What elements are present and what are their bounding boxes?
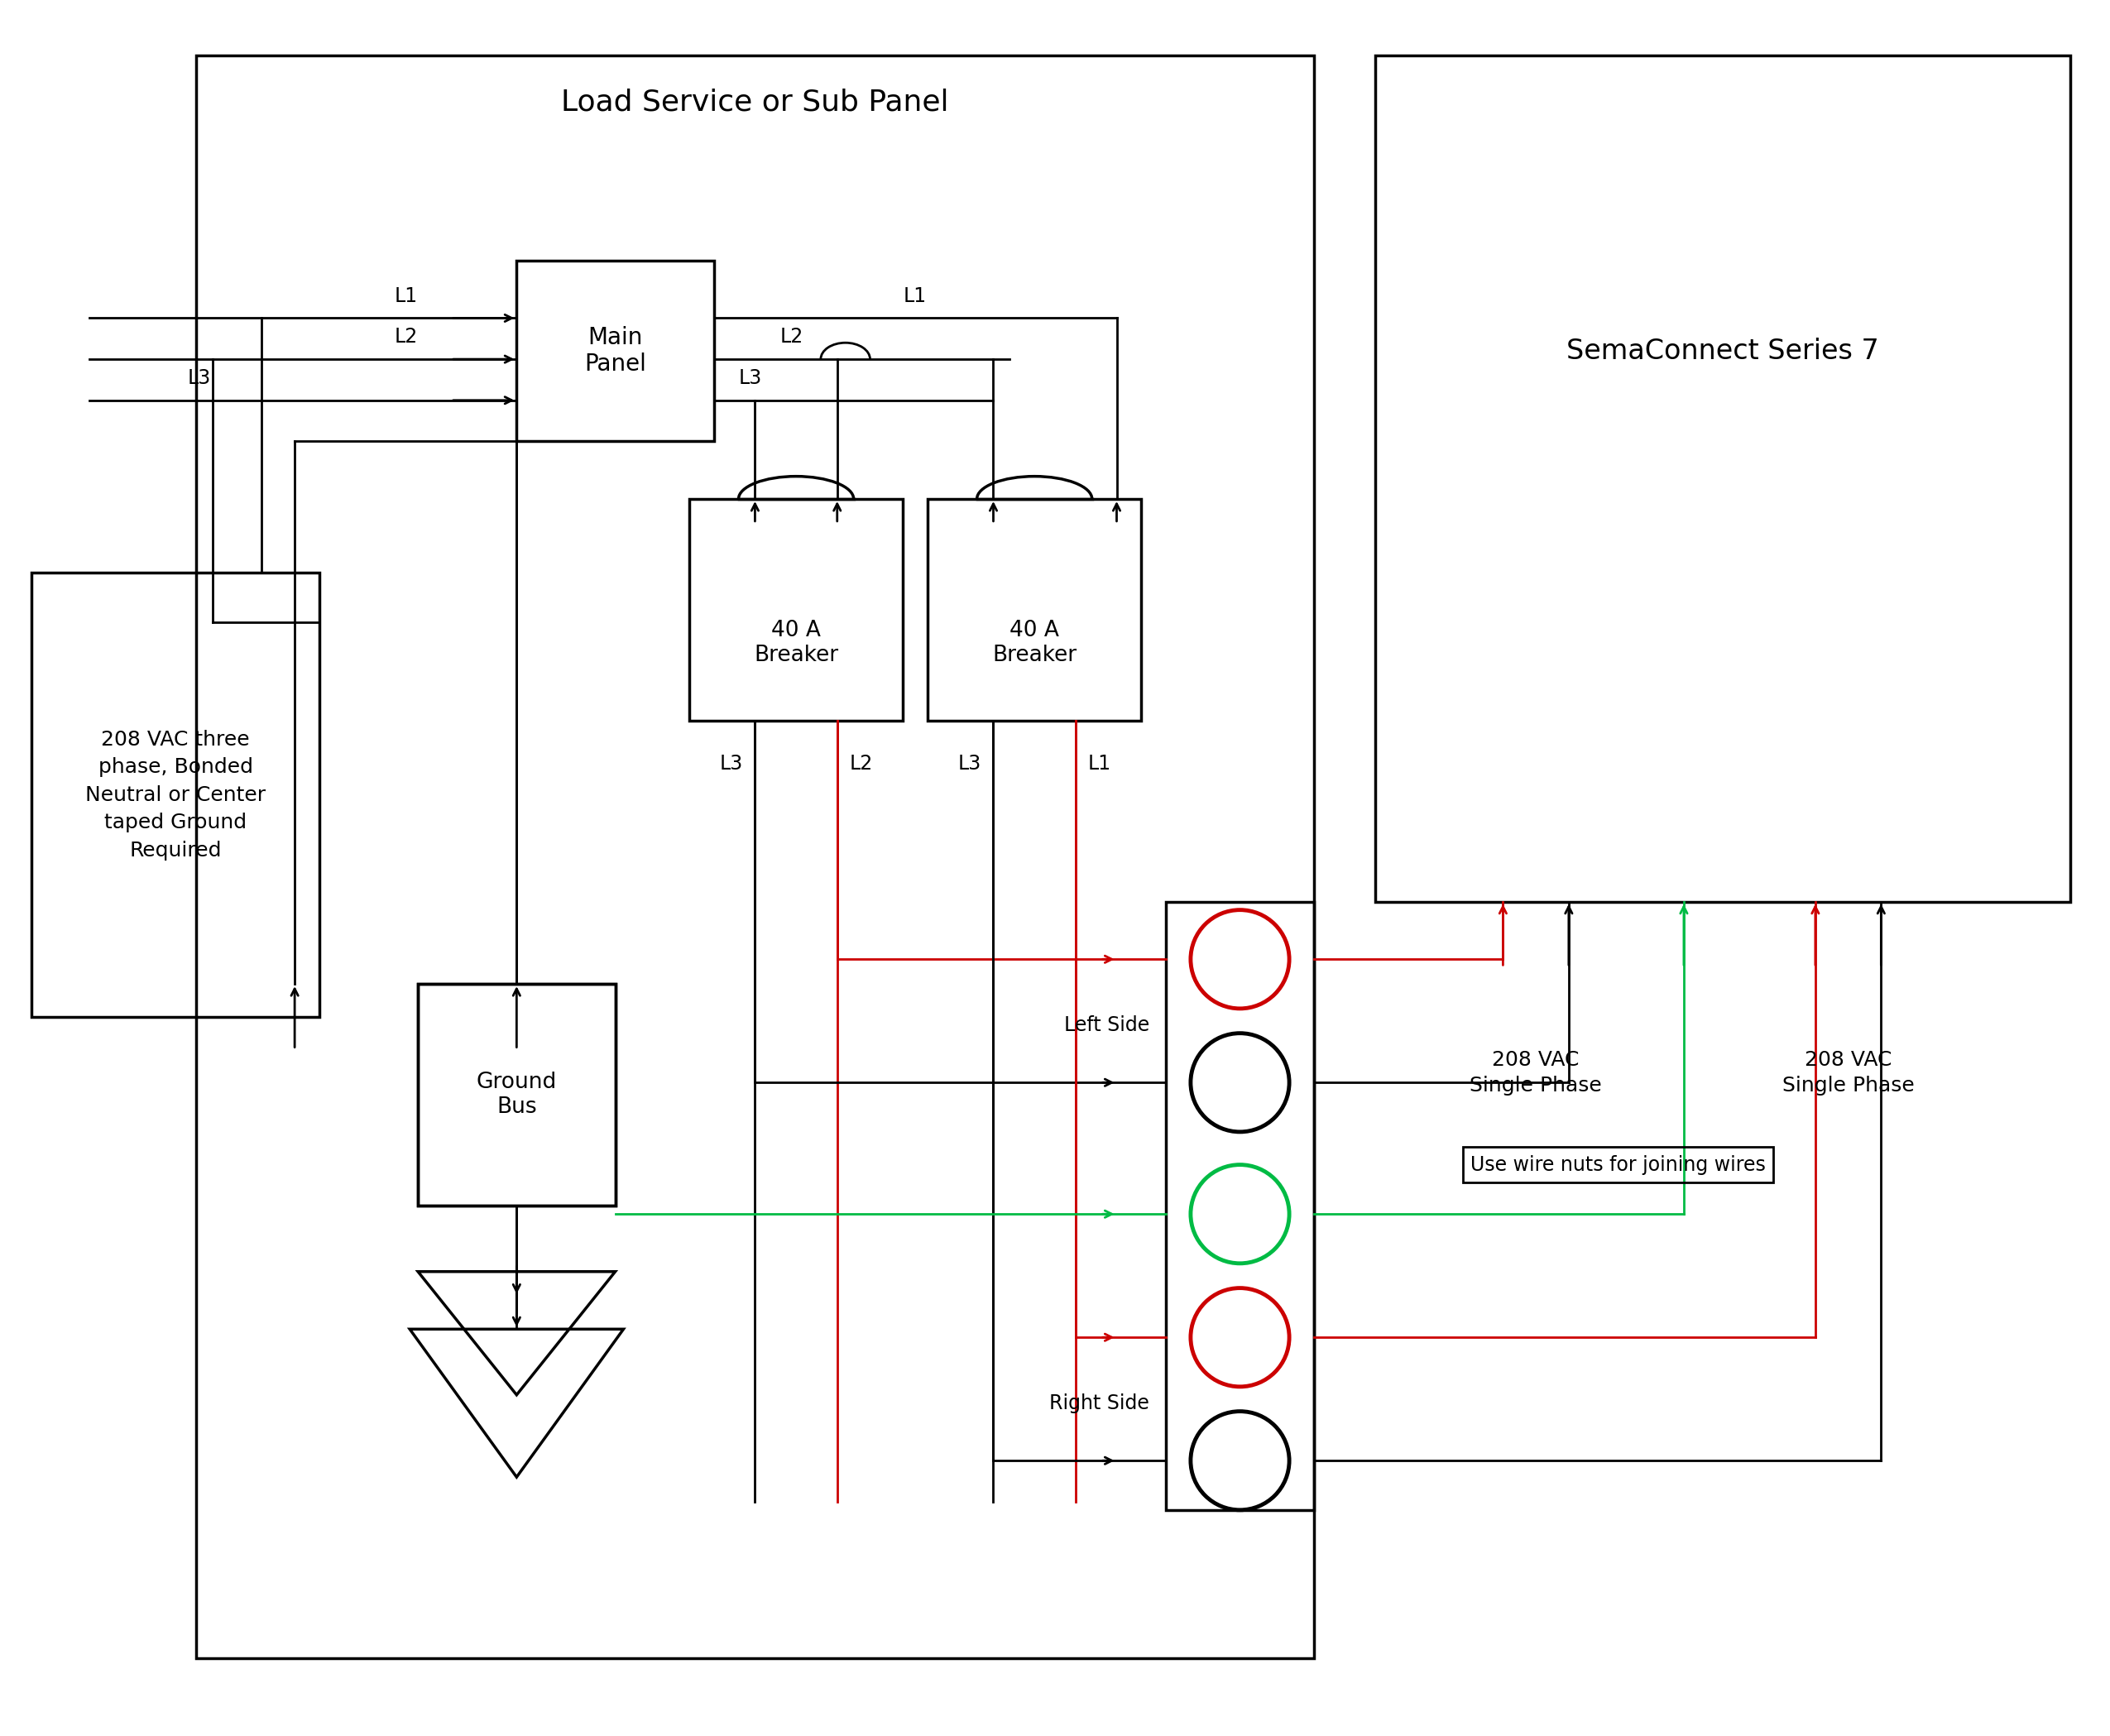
- Text: SemaConnect Series 7: SemaConnect Series 7: [1566, 339, 1880, 365]
- Text: L2: L2: [395, 326, 418, 347]
- Text: L2: L2: [779, 326, 804, 347]
- Text: Left Side: Left Side: [1063, 1016, 1150, 1035]
- Bar: [32, 573, 319, 1017]
- Bar: [517, 260, 713, 441]
- Text: L1: L1: [903, 286, 926, 306]
- Bar: [196, 56, 1315, 1658]
- Text: L3: L3: [738, 368, 762, 387]
- Text: L2: L2: [850, 753, 874, 774]
- Text: L3: L3: [188, 368, 211, 387]
- Text: 208 VAC three
phase, Bonded
Neutral or Center
taped Ground
Required: 208 VAC three phase, Bonded Neutral or C…: [84, 729, 266, 861]
- Text: L1: L1: [1089, 753, 1112, 774]
- Text: 40 A
Breaker: 40 A Breaker: [992, 620, 1076, 667]
- Text: Ground
Bus: Ground Bus: [477, 1071, 557, 1118]
- Text: Ground
Bus: Ground Bus: [477, 1071, 557, 1118]
- Text: L3: L3: [958, 753, 981, 774]
- Text: Main
Panel: Main Panel: [584, 326, 646, 377]
- Bar: [418, 984, 616, 1207]
- Text: L1: L1: [395, 286, 418, 306]
- Text: Use wire nuts for joining wires: Use wire nuts for joining wires: [1471, 1154, 1766, 1175]
- Text: Right Side: Right Side: [1049, 1394, 1150, 1413]
- Bar: [1167, 901, 1315, 1510]
- Bar: [1376, 56, 2070, 901]
- Text: 40 A
Breaker: 40 A Breaker: [753, 620, 838, 667]
- Text: 208 VAC
Single Phase: 208 VAC Single Phase: [1783, 1050, 1914, 1095]
- Bar: [928, 498, 1142, 720]
- Text: Load Service or Sub Panel: Load Service or Sub Panel: [561, 89, 949, 116]
- Text: L3: L3: [720, 753, 743, 774]
- Bar: [690, 498, 903, 720]
- Text: 208 VAC
Single Phase: 208 VAC Single Phase: [1471, 1050, 1601, 1095]
- Bar: [418, 984, 616, 1207]
